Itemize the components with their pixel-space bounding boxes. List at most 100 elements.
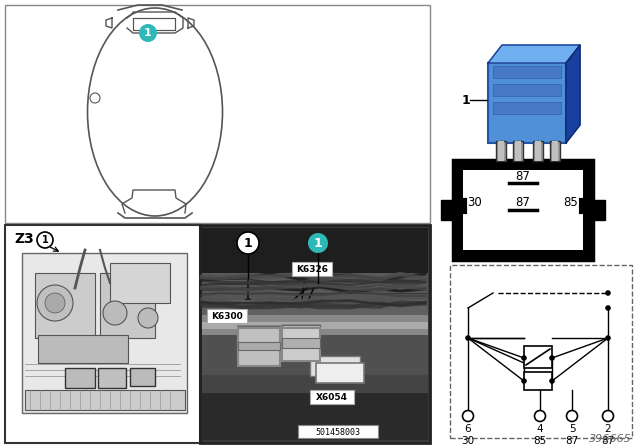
Bar <box>463 170 583 250</box>
Circle shape <box>103 301 127 325</box>
Bar <box>202 241 428 251</box>
Bar <box>207 309 247 323</box>
Bar <box>130 368 155 386</box>
Bar <box>202 262 428 272</box>
Circle shape <box>237 232 259 254</box>
Text: Z3: Z3 <box>14 232 34 246</box>
Circle shape <box>90 93 100 103</box>
Text: X6054: X6054 <box>316 392 348 401</box>
Circle shape <box>521 355 527 361</box>
Bar <box>5 225 200 443</box>
Bar <box>282 325 320 338</box>
Text: 87: 87 <box>602 436 614 446</box>
Bar <box>202 388 428 398</box>
Text: K6326: K6326 <box>296 264 328 273</box>
Bar <box>493 102 561 114</box>
Bar <box>493 84 561 96</box>
Bar <box>202 228 428 273</box>
Bar <box>202 304 428 314</box>
Bar <box>498 141 504 161</box>
Bar <box>282 325 320 353</box>
Text: 4: 4 <box>537 424 543 434</box>
Bar <box>202 293 428 303</box>
Bar <box>98 368 126 388</box>
Bar <box>533 141 543 161</box>
Bar <box>552 141 558 161</box>
Polygon shape <box>133 18 175 30</box>
Text: 30: 30 <box>468 195 483 208</box>
Bar <box>310 356 360 376</box>
Bar <box>316 363 364 383</box>
Bar <box>202 378 428 388</box>
Bar <box>202 329 428 336</box>
Bar <box>202 367 428 377</box>
Bar <box>535 141 541 161</box>
Bar <box>282 338 320 348</box>
Text: 6: 6 <box>465 424 471 434</box>
Bar <box>202 314 428 324</box>
Text: 5: 5 <box>569 424 575 434</box>
Bar <box>202 419 428 430</box>
Bar <box>202 325 428 335</box>
Circle shape <box>465 335 471 341</box>
Bar <box>453 160 593 260</box>
Bar <box>292 262 332 276</box>
Bar <box>22 253 187 413</box>
Text: 2: 2 <box>605 424 611 434</box>
Bar <box>524 346 552 368</box>
Text: 85: 85 <box>533 436 547 446</box>
Bar <box>515 141 521 161</box>
Bar <box>110 263 170 303</box>
Bar <box>450 265 632 438</box>
Circle shape <box>605 335 611 341</box>
Bar <box>513 141 523 161</box>
Text: 87: 87 <box>565 436 579 446</box>
Text: 396665: 396665 <box>589 434 632 444</box>
Bar <box>25 390 185 410</box>
Bar <box>5 5 430 223</box>
Circle shape <box>37 285 73 321</box>
Bar <box>202 335 428 380</box>
Circle shape <box>139 24 157 42</box>
Polygon shape <box>441 200 453 220</box>
Bar <box>202 315 428 323</box>
Bar <box>202 283 428 293</box>
Text: 1: 1 <box>144 28 152 38</box>
Text: 1: 1 <box>314 237 323 250</box>
Polygon shape <box>488 45 580 63</box>
Bar <box>100 273 155 338</box>
Circle shape <box>605 305 611 311</box>
Bar <box>35 273 95 338</box>
Bar <box>238 328 280 366</box>
Bar <box>524 372 552 390</box>
Circle shape <box>45 293 65 313</box>
Bar <box>238 326 280 358</box>
Bar <box>202 357 428 366</box>
Text: 1: 1 <box>244 237 252 250</box>
Bar <box>202 300 428 318</box>
Circle shape <box>138 308 158 328</box>
Circle shape <box>521 378 527 384</box>
Text: 1: 1 <box>42 235 49 245</box>
Bar <box>310 390 354 404</box>
Bar <box>282 328 320 361</box>
Bar <box>298 425 378 438</box>
Circle shape <box>566 410 577 422</box>
Bar <box>202 399 428 409</box>
Bar <box>202 272 428 283</box>
Text: 85: 85 <box>564 195 579 208</box>
Bar <box>238 342 280 350</box>
Text: K6300: K6300 <box>211 311 243 320</box>
Circle shape <box>37 232 53 248</box>
Circle shape <box>549 378 555 384</box>
Circle shape <box>605 290 611 296</box>
Circle shape <box>602 410 614 422</box>
Bar <box>202 336 428 345</box>
Bar <box>200 225 430 443</box>
Bar <box>202 251 428 262</box>
Bar <box>493 66 561 78</box>
Polygon shape <box>566 45 580 143</box>
Text: 1: 1 <box>461 94 470 107</box>
Bar <box>202 380 428 440</box>
Text: 87: 87 <box>516 169 531 182</box>
